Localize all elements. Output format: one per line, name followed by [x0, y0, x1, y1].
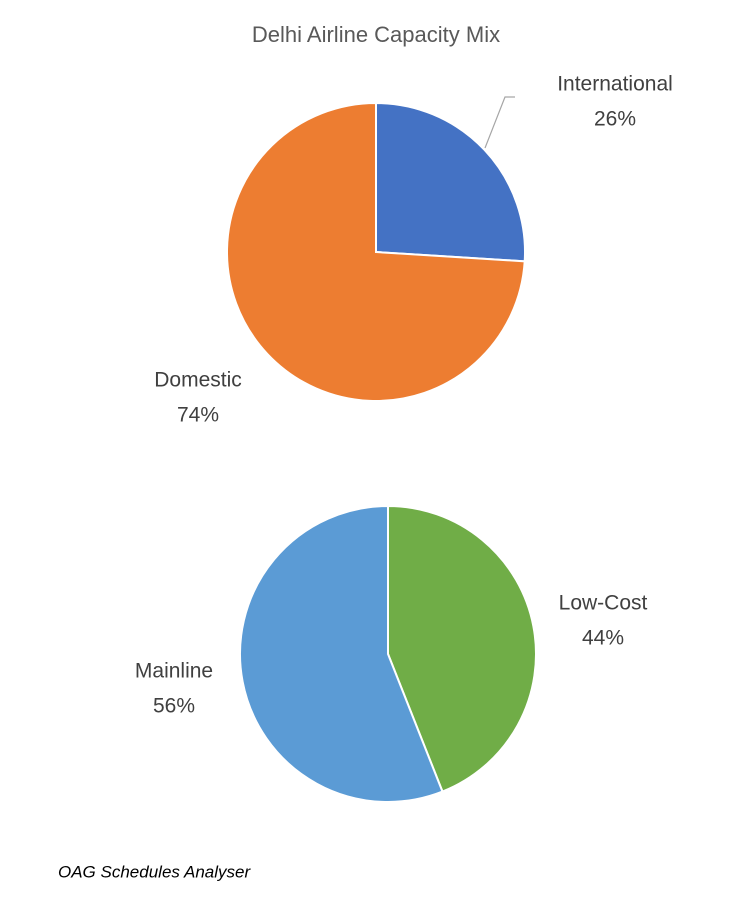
pie-slice [239, 504, 444, 803]
slice-value-label: 44% [582, 627, 624, 650]
slice-label: Mainline [135, 660, 213, 683]
slice-label: International [557, 73, 673, 96]
slice-label: Low-Cost [559, 592, 648, 615]
slice-label: Domestic [154, 369, 242, 392]
pie-slice [226, 101, 526, 402]
slice-value-label: 56% [153, 695, 195, 718]
leader-line [484, 96, 515, 149]
pie-slice [387, 504, 537, 793]
source-note: OAG Schedules Analyser [58, 862, 251, 881]
pie-slice [375, 101, 526, 263]
slice-value-label: 74% [177, 404, 219, 427]
slice-value-label: 26% [594, 108, 636, 131]
chart-title: Delhi Airline Capacity Mix [252, 22, 500, 47]
